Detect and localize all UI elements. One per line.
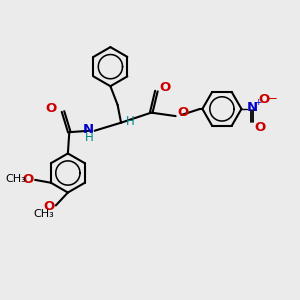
Text: O: O — [259, 93, 270, 106]
Text: H: H — [85, 130, 94, 144]
Text: O: O — [22, 173, 34, 186]
Text: CH₃: CH₃ — [34, 209, 54, 219]
Text: O: O — [45, 102, 57, 115]
Text: O: O — [254, 121, 266, 134]
Text: CH₃: CH₃ — [5, 174, 26, 184]
Text: N: N — [82, 123, 94, 136]
Text: O: O — [43, 200, 54, 212]
Text: −: − — [267, 92, 277, 105]
Text: O: O — [159, 81, 170, 94]
Text: N: N — [247, 101, 258, 114]
Text: +: + — [254, 98, 262, 107]
Text: H: H — [126, 115, 135, 128]
Text: O: O — [177, 106, 188, 119]
